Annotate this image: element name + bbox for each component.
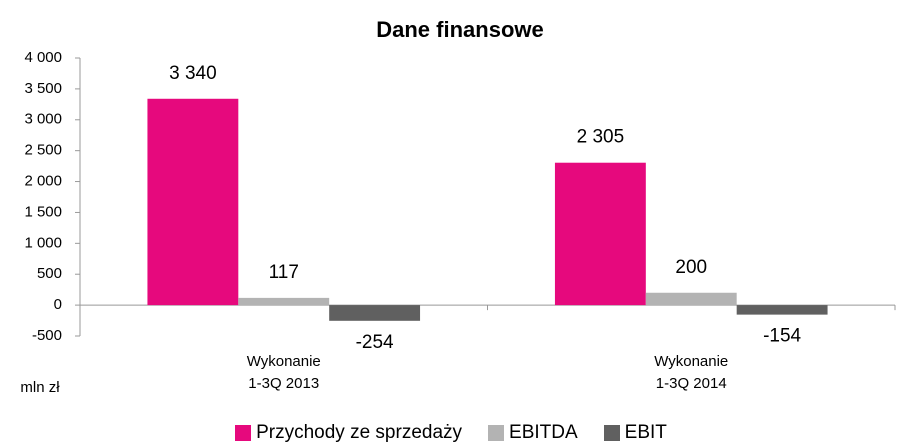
y-tick-label: -500: [32, 327, 62, 344]
legend-label: EBIT: [624, 422, 667, 443]
data-label: 117: [269, 262, 299, 283]
legend-swatch: [603, 425, 620, 441]
y-tick-label: 2 000: [24, 173, 62, 190]
legend-item: Przychody ze sprzedaży: [235, 422, 462, 443]
y-tick-label: 2 500: [24, 142, 62, 159]
legend: Przychody ze sprzedaży EBITDA EBIT: [0, 422, 902, 443]
data-label: -154: [763, 326, 801, 347]
y-tick-label: 0: [54, 296, 62, 313]
bar: [238, 297, 330, 306]
legend-item: EBITDA: [488, 422, 578, 443]
x-tick-label: Wykonanie 1-3Q 2014: [654, 353, 729, 392]
data-label: 3 340: [169, 63, 217, 84]
y-tick-label: 500: [37, 265, 62, 282]
legend-label: EBITDA: [509, 422, 578, 443]
bar: [736, 305, 828, 315]
chart-title: Dane finansowe: [376, 17, 543, 42]
x-tick-label: Wykonanie 1-3Q 2013: [246, 353, 321, 392]
legend-item: EBIT: [603, 422, 667, 443]
data-label: -254: [356, 332, 394, 353]
legend-swatch: [488, 425, 505, 441]
y-tick-label: 1 500: [24, 203, 62, 220]
legend-swatch: [235, 425, 252, 441]
bar: [645, 292, 737, 306]
bar: [329, 305, 421, 321]
bar: [147, 98, 239, 306]
data-label: 2 305: [577, 127, 625, 148]
legend-label: Przychody ze sprzedaży: [256, 422, 463, 443]
y-tick-label: 1 000: [24, 234, 62, 251]
y-axis-label: mln zł: [20, 379, 60, 396]
y-tick-label: 4 000: [24, 49, 62, 66]
y-tick-label: 3 500: [24, 80, 62, 97]
y-tick-label: 3 000: [24, 111, 62, 128]
data-label: 200: [675, 257, 707, 278]
bar: [554, 162, 646, 306]
